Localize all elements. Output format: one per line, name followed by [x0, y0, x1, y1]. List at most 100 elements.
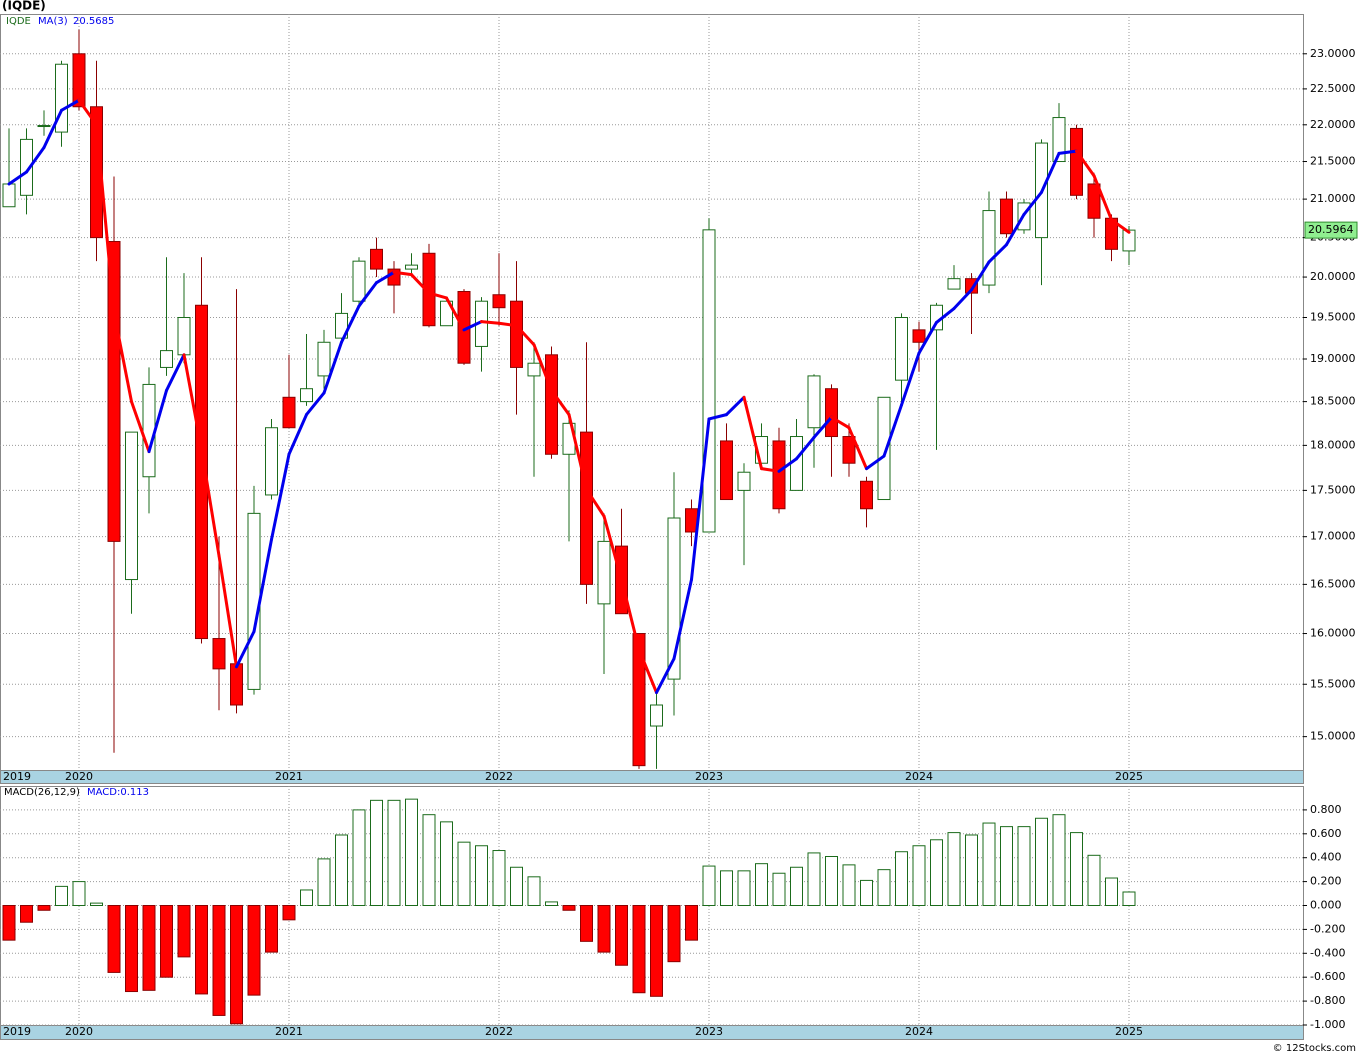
ma-line — [77, 98, 98, 127]
candle-body — [265, 427, 278, 496]
macd-bar — [300, 889, 313, 907]
macd-bar — [947, 832, 961, 906]
x-tick-label: 2024 — [905, 770, 933, 783]
x-tick-label: 2022 — [485, 1025, 513, 1038]
last-price-box — [1304, 221, 1358, 239]
macd-bar — [737, 870, 751, 906]
ma-line — [1022, 190, 1043, 216]
candle-body — [72, 53, 86, 108]
ma-line — [532, 343, 553, 392]
macd-bar — [615, 905, 628, 966]
candle-body — [877, 396, 891, 501]
ma-line — [287, 413, 308, 456]
candle-body — [545, 354, 558, 455]
ma-line — [112, 311, 133, 404]
ma-line — [585, 487, 606, 518]
ma-line — [427, 291, 448, 300]
ma-line — [60, 98, 81, 112]
y-tick-label: 0.000 — [1310, 899, 1342, 912]
macd-bar — [125, 905, 138, 993]
macd-bar — [72, 881, 86, 906]
macd-bar — [387, 799, 401, 907]
y-tick-label: -0.800 — [1310, 994, 1345, 1007]
macd-bar — [457, 841, 471, 906]
candle-body — [142, 383, 156, 478]
ma-line — [567, 413, 588, 491]
candle-body — [1000, 198, 1013, 235]
candle-body — [947, 278, 961, 290]
ma-line — [1110, 218, 1131, 234]
macd-last-value: 0.113 — [120, 787, 149, 798]
macd-bar — [247, 905, 261, 996]
y-tick-label: 15.5000 — [1310, 677, 1356, 690]
macd-bar — [1087, 854, 1101, 906]
macd-title: MACD(26,12,9) — [4, 787, 80, 798]
macd-bar — [807, 852, 821, 906]
ma-line — [182, 353, 203, 451]
macd-bar — [405, 798, 418, 907]
legend-ma-value: 20.5685 — [73, 16, 114, 27]
ma-line — [252, 538, 273, 634]
macd-bar — [265, 905, 278, 953]
candle-body — [772, 440, 786, 510]
y-tick-label: -1.000 — [1310, 1018, 1345, 1031]
macd-bar — [352, 809, 366, 907]
ma-line — [515, 324, 536, 347]
macd-bar — [370, 799, 383, 907]
macd-bar — [877, 869, 891, 907]
candle-body — [912, 329, 926, 343]
ma-line — [1040, 151, 1061, 194]
candle-body — [2, 183, 16, 208]
ma-line — [95, 123, 116, 315]
macd-bar — [177, 905, 191, 958]
macd-bar — [55, 885, 68, 907]
macd-bar — [1070, 832, 1083, 906]
macd-bar — [1035, 817, 1048, 907]
macd-bar — [1000, 826, 1013, 907]
x-tick-label: 2021 — [275, 1025, 303, 1038]
ma-line — [305, 391, 326, 417]
macd-bar — [527, 876, 541, 907]
y-tick-label: 0.400 — [1310, 851, 1342, 864]
candle-body — [860, 480, 873, 510]
candle-body — [632, 633, 646, 767]
candle-body — [597, 540, 611, 605]
macd-bar — [720, 870, 733, 906]
ma-line — [637, 648, 658, 695]
x-tick-label: 2019 — [3, 770, 31, 783]
ma-line — [497, 321, 518, 328]
candle-body — [1087, 183, 1101, 219]
candle-body — [247, 512, 261, 690]
ma-line — [690, 417, 711, 582]
y-tick-label: 22.0000 — [1310, 118, 1356, 131]
ma-line — [1005, 212, 1026, 247]
y-tick-label: 23.0000 — [1310, 47, 1356, 60]
macd-bar — [912, 845, 926, 906]
y-tick-label: 21.0000 — [1310, 192, 1356, 205]
y-tick-label: 17.0000 — [1310, 530, 1356, 543]
y-tick-label: 17.5000 — [1310, 483, 1356, 496]
ma-line — [655, 657, 676, 695]
candle-body — [230, 663, 243, 706]
macd-bar — [107, 905, 121, 973]
ma-line — [130, 400, 151, 454]
ma-line — [672, 578, 693, 661]
ma-line — [812, 415, 833, 439]
macd-bar — [562, 905, 576, 911]
x-tick-label: 2020 — [65, 1025, 93, 1038]
x-axis-band — [0, 1025, 1304, 1040]
macd-bar — [965, 834, 978, 906]
ma-line — [1057, 149, 1078, 155]
macd-bar — [317, 858, 331, 907]
x-tick-label: 2019 — [3, 1025, 31, 1038]
ma-line — [165, 353, 186, 392]
y-tick-label: 16.5000 — [1310, 577, 1356, 590]
candle-body — [352, 260, 366, 302]
x-axis-band — [0, 770, 1304, 784]
macd-bar — [702, 865, 716, 907]
candle-body — [895, 317, 908, 381]
x-tick-label: 2023 — [695, 770, 723, 783]
x-tick-label: 2022 — [485, 770, 513, 783]
macd-bar — [1105, 877, 1118, 907]
macd-bar — [492, 850, 506, 907]
